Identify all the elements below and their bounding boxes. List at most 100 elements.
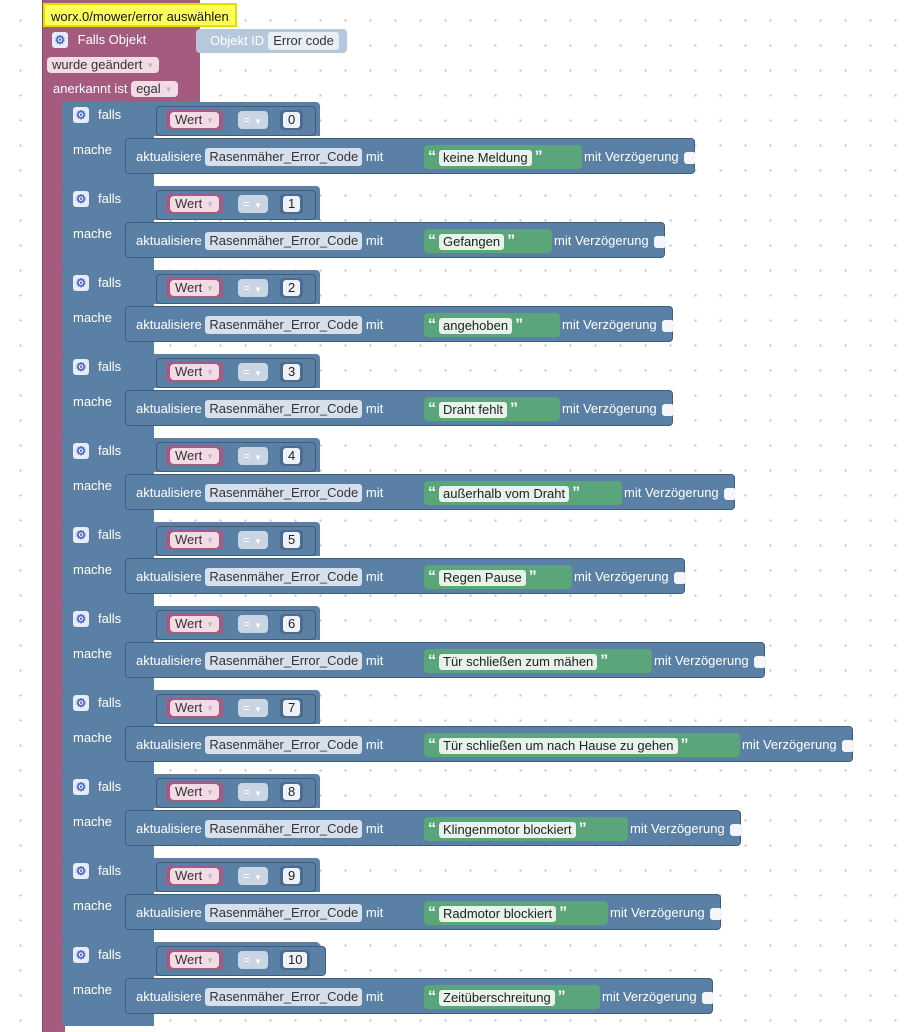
number-block[interactable]: 3 [280,362,304,382]
update-block[interactable]: aktualisiere Rasenmäher_Error_Code mit “R… [125,558,686,594]
delay-checkbox[interactable] [729,823,742,836]
value-block[interactable]: Wert ▼ [166,530,224,550]
number-block[interactable]: 5 [280,530,304,550]
gear-icon[interactable]: ⚙ [73,779,89,795]
value-dropdown[interactable]: Wert ▼ [170,364,220,380]
update-block[interactable]: aktualisiere Rasenmäher_Error_Code mit “Z… [125,978,714,1014]
value-block[interactable]: Wert ▼ [166,110,224,130]
variable-dropdown[interactable]: Rasenmäher_Error_Code [205,820,363,838]
value-block[interactable]: Wert ▼ [166,950,224,970]
delay-checkbox[interactable] [683,151,696,164]
text-block[interactable]: “Tür schließen zum mähen” [424,649,652,673]
variable-dropdown[interactable]: Rasenmäher_Error_Code [205,400,363,418]
delay-checkbox[interactable] [701,991,714,1004]
number-block[interactable]: 6 [280,614,304,634]
value-block[interactable]: Wert ▼ [166,362,224,382]
number-value[interactable]: 1 [283,196,301,212]
operator-dropdown[interactable]: = ▼ [238,615,268,633]
text-block[interactable]: “Draht fehlt” [424,397,560,421]
value-dropdown[interactable]: Wert ▼ [170,784,220,800]
update-block[interactable]: aktualisiere Rasenmäher_Error_Code mit “T… [125,642,766,678]
number-value[interactable]: 6 [283,616,301,632]
text-block[interactable]: “Klingenmotor blockiert” [424,817,628,841]
value-block[interactable]: Wert ▼ [166,782,224,802]
delay-checkbox[interactable] [753,655,766,668]
delay-checkbox[interactable] [723,487,736,500]
number-block[interactable]: 8 [280,782,304,802]
delay-checkbox[interactable] [841,739,854,752]
update-block[interactable]: aktualisiere Rasenmäher_Error_Code mit “a… [125,474,736,510]
update-block[interactable]: aktualisiere Rasenmäher_Error_Code mit “G… [125,222,666,258]
update-block[interactable]: aktualisiere Rasenmäher_Error_Code mit “K… [125,810,742,846]
value-dropdown[interactable]: Wert ▼ [170,532,220,548]
text-value[interactable]: Regen Pause [439,569,526,586]
ack-dropdown[interactable]: egal ▼ [131,81,178,97]
update-block[interactable]: aktualisiere Rasenmäher_Error_Code mit “D… [125,390,674,426]
gear-icon[interactable]: ⚙ [52,32,68,48]
value-block[interactable]: Wert ▼ [166,446,224,466]
number-value[interactable]: 3 [283,364,301,380]
gear-icon[interactable]: ⚙ [73,695,89,711]
variable-dropdown[interactable]: Rasenmäher_Error_Code [205,736,363,754]
value-dropdown[interactable]: Wert ▼ [170,112,220,128]
operator-dropdown[interactable]: = ▼ [238,195,268,213]
gear-icon[interactable]: ⚙ [73,107,89,123]
text-block[interactable]: “Tür schließen um nach Hause zu gehen” [424,733,740,757]
number-value[interactable]: 0 [283,112,301,128]
text-block[interactable]: “Gefangen” [424,229,552,253]
text-value[interactable]: Draht fehlt [439,401,507,418]
operator-dropdown[interactable]: = ▼ [238,363,268,381]
text-value[interactable]: keine Meldung [439,149,532,166]
variable-dropdown[interactable]: Rasenmäher_Error_Code [205,568,363,586]
text-value[interactable]: außerhalb vom Draht [439,485,570,502]
number-value[interactable]: 7 [283,700,301,716]
number-value[interactable]: 9 [283,868,301,884]
text-block[interactable]: “Zeitüberschreitung” [424,985,600,1009]
operator-dropdown[interactable]: = ▼ [238,447,268,465]
value-dropdown[interactable]: Wert ▼ [170,700,220,716]
delay-checkbox[interactable] [661,403,674,416]
update-block[interactable]: aktualisiere Rasenmäher_Error_Code mit “a… [125,306,674,342]
value-dropdown[interactable]: Wert ▼ [170,280,220,296]
text-value[interactable]: Zeitüberschreitung [439,989,555,1006]
operator-dropdown[interactable]: = ▼ [238,699,268,717]
variable-dropdown[interactable]: Rasenmäher_Error_Code [205,148,363,166]
text-value[interactable]: Tür schließen um nach Hause zu gehen [439,737,678,754]
text-block[interactable]: “Regen Pause” [424,565,572,589]
object-selector-button[interactable]: worx.0/mower/error auswählen [43,3,237,27]
value-block[interactable]: Wert ▼ [166,194,224,214]
variable-dropdown[interactable]: Rasenmäher_Error_Code [205,316,363,334]
variable-dropdown[interactable]: Rasenmäher_Error_Code [205,232,363,250]
update-block[interactable]: aktualisiere Rasenmäher_Error_Code mit “T… [125,726,854,762]
text-value[interactable]: Gefangen [439,233,505,250]
variable-dropdown[interactable]: Rasenmäher_Error_Code [205,988,363,1006]
gear-icon[interactable]: ⚙ [73,611,89,627]
number-block[interactable]: 10 [280,950,311,970]
delay-checkbox[interactable] [673,571,686,584]
value-dropdown[interactable]: Wert ▼ [170,448,220,464]
operator-dropdown[interactable]: = ▼ [238,279,268,297]
gear-icon[interactable]: ⚙ [73,527,89,543]
gear-icon[interactable]: ⚙ [73,275,89,291]
number-block[interactable]: 4 [280,446,304,466]
update-block[interactable]: aktualisiere Rasenmäher_Error_Code mit “R… [125,894,722,930]
number-value[interactable]: 2 [283,280,301,296]
gear-icon[interactable]: ⚙ [73,191,89,207]
number-block[interactable]: 9 [280,866,304,886]
value-dropdown[interactable]: Wert ▼ [170,616,220,632]
number-value[interactable]: 4 [283,448,301,464]
variable-dropdown[interactable]: Rasenmäher_Error_Code [205,484,363,502]
value-dropdown[interactable]: Wert ▼ [170,868,220,884]
number-value[interactable]: 5 [283,532,301,548]
operator-dropdown[interactable]: = ▼ [238,111,268,129]
delay-checkbox[interactable] [661,319,674,332]
text-block[interactable]: “keine Meldung” [424,145,582,169]
gear-icon[interactable]: ⚙ [73,947,89,963]
text-block[interactable]: “Radmotor blockiert” [424,901,608,925]
object-id-block[interactable]: Objekt ID Error code [196,29,347,53]
event-block-spine[interactable] [42,0,65,1032]
text-value[interactable]: Klingenmotor blockiert [439,821,576,838]
number-block[interactable]: 7 [280,698,304,718]
number-value[interactable]: 8 [283,784,301,800]
number-block[interactable]: 2 [280,278,304,298]
